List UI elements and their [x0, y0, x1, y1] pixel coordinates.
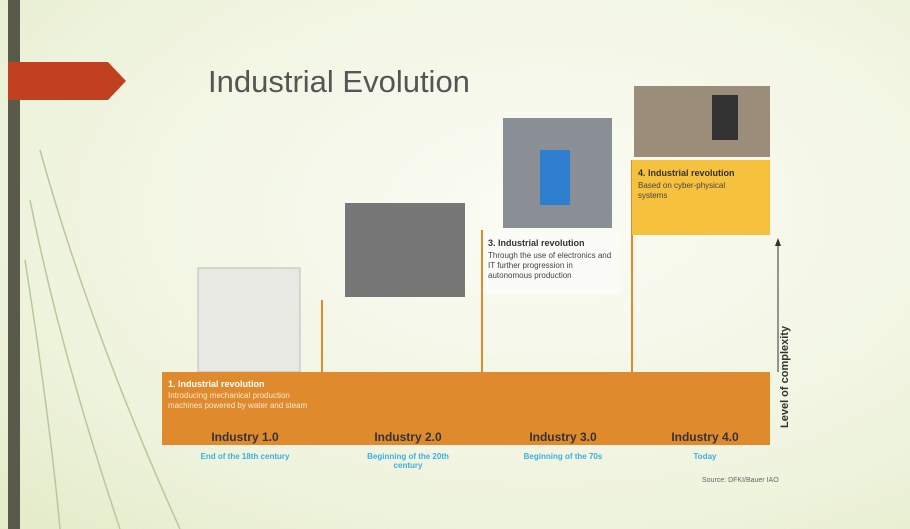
- stage-headline: 4. Industrial revolution: [638, 168, 735, 178]
- stage-label: Industry 4.0: [645, 430, 765, 444]
- stage-label: Industry 3.0: [503, 430, 623, 444]
- stage-period: Beginning of the 20th century: [363, 452, 453, 470]
- arrow-head: [775, 238, 781, 246]
- stage-period: Today: [660, 452, 750, 461]
- title-arrow: [8, 62, 126, 100]
- stage-description: Introducing mechanical production machin…: [168, 391, 308, 411]
- title: Industrial Evolution: [208, 64, 470, 100]
- stage-headline: 3. Industrial revolution: [488, 238, 585, 248]
- decor-lines: [25, 150, 180, 529]
- source: Source: DFKI/Bauer IAO: [702, 477, 779, 484]
- stage-period: End of the 18th century: [200, 452, 290, 461]
- image-smartphone: [634, 86, 770, 157]
- robot-arm: [540, 150, 570, 205]
- image-steam-machine: [198, 268, 300, 372]
- stage-description: Based on cyber-physical systems: [638, 181, 728, 201]
- image-assembly-line: [345, 203, 465, 297]
- stage-headline: 1. Industrial revolution: [168, 379, 265, 389]
- phone: [712, 95, 738, 140]
- stage-description: Through the use of electronics and IT fu…: [488, 251, 616, 281]
- slide: Industrial Evolution 1. Industrial revol…: [0, 0, 910, 529]
- stage-label: Industry 1.0: [185, 430, 305, 444]
- stage-label: Industry 2.0: [348, 430, 468, 444]
- axis-label: Level of complexity: [779, 308, 791, 428]
- stage-period: Beginning of the 70s: [518, 452, 608, 461]
